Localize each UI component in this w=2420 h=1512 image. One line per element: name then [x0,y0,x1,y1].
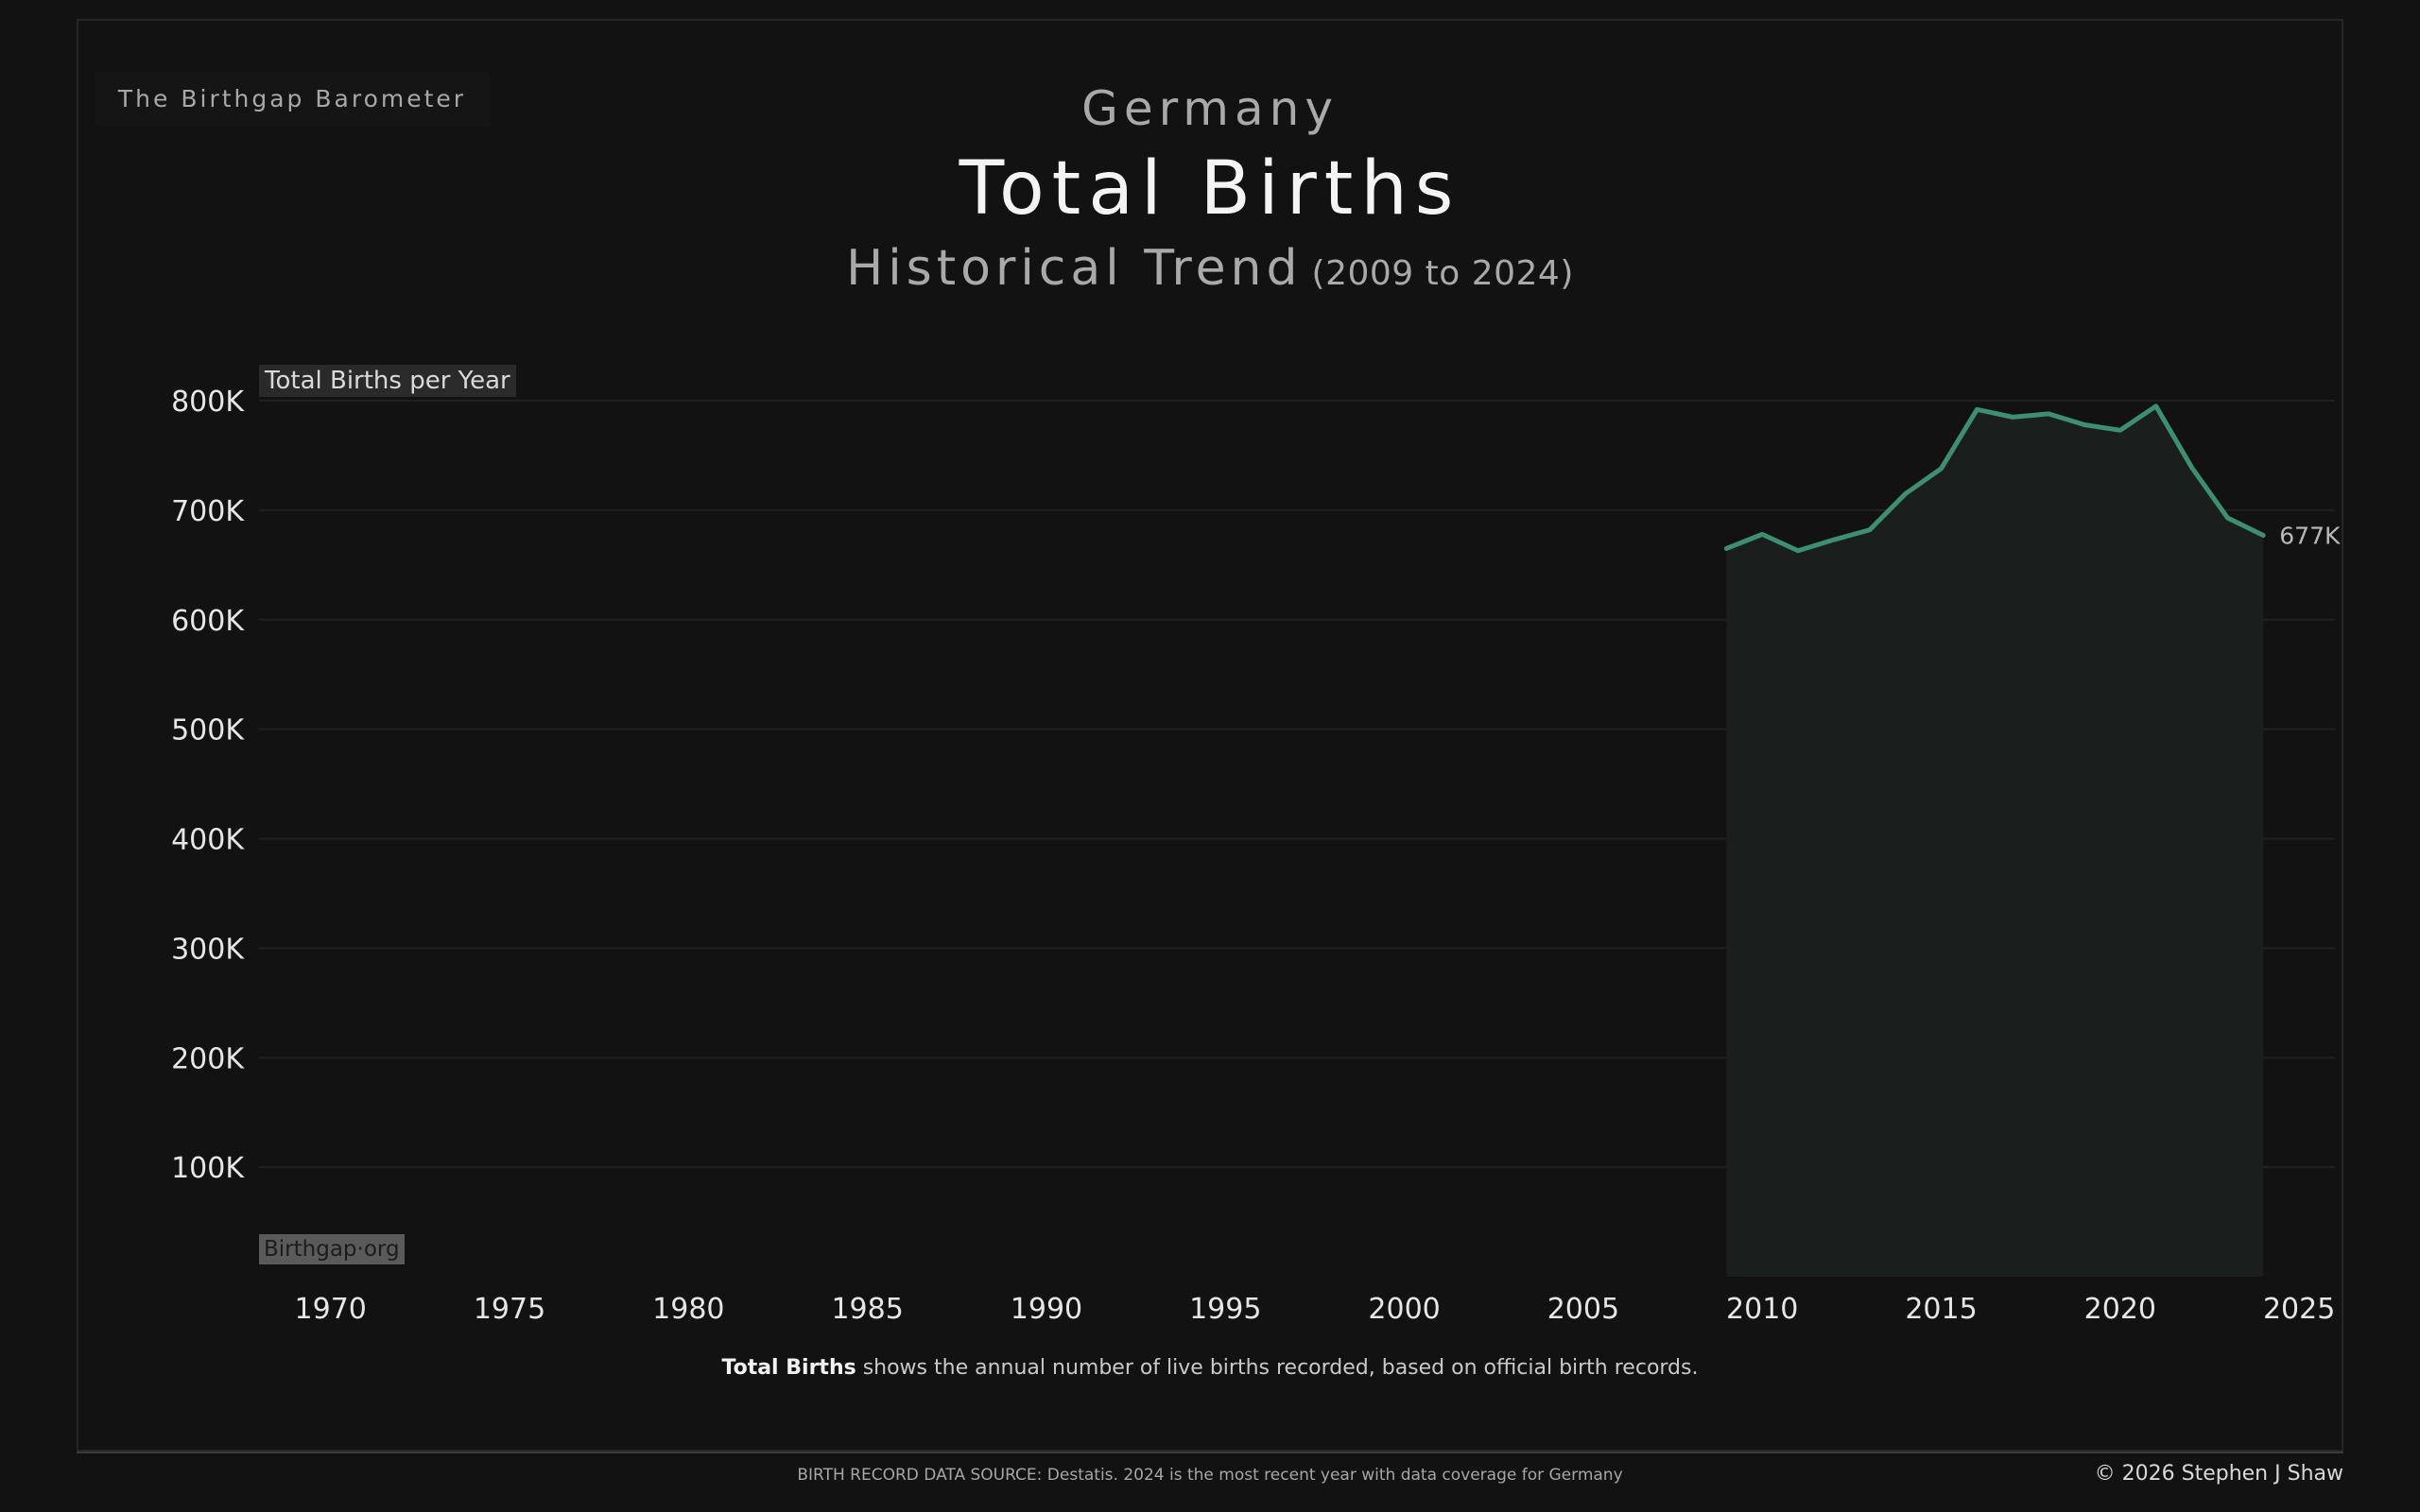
y-tick-label: 400K [171,824,245,857]
subtitle-range: (2009 to 2024) [1311,254,1574,293]
data-point [2011,415,2014,419]
copyright: © 2026 Stephen J Shaw [2094,1462,2343,1486]
page-title: Total Births [959,146,1461,232]
data-point [2083,422,2086,426]
data-point [1796,549,1800,553]
y-axis-label: Total Births per Year [259,365,516,397]
data-source-note: BIRTH RECORD DATA SOURCE: Destatis. 2024… [797,1466,1623,1485]
x-tick-label: 2005 [1547,1293,1619,1326]
x-tick-label: 1990 [1011,1293,1082,1326]
x-tick-label: 2000 [1368,1293,1440,1326]
chart-caption: Total Births shows the annual number of … [0,1356,2420,1380]
data-point [2190,466,2194,470]
x-tick-label: 2015 [1905,1293,1977,1326]
data-point [1904,491,1908,495]
subtitle-text: Historical Trend [846,240,1303,297]
data-point [1832,538,1836,541]
watermark: Birthgap·org [259,1234,405,1264]
x-tick-label: 1980 [652,1293,724,1326]
data-point [2118,428,2122,432]
y-tick-label: 300K [171,933,245,966]
y-tick-label: 800K [171,386,245,419]
data-point [2047,412,2050,416]
y-tick-label: 700K [171,495,245,528]
country-title: Germany [1081,81,1339,136]
dashboard-frame [77,19,2343,1452]
caption-text: shows the annual number of live births r… [856,1356,1699,1380]
x-tick-label: 1995 [1189,1293,1261,1326]
data-point [1724,546,1728,550]
data-point [2154,404,2158,408]
data-point [1868,528,1872,532]
end-value-label: 677K [2279,523,2341,550]
page-subtitle: Historical Trend (2009 to 2024) [0,240,2420,297]
x-tick-label: 1970 [295,1293,367,1326]
y-tick-label: 500K [171,714,245,747]
x-tick-label: 2025 [2263,1293,2335,1326]
x-tick-label: 2020 [2084,1293,2156,1326]
y-tick-label: 600K [171,605,245,638]
y-tick-label: 100K [171,1152,245,1185]
x-tick-label: 1975 [474,1293,545,1326]
data-point [1940,467,1944,471]
brand-badge[interactable]: The Birthgap Barometer [95,72,490,127]
data-point [1975,407,1979,411]
series-area [1726,405,2264,1277]
series-line [1723,404,2266,554]
footer-divider [77,1452,2343,1453]
x-tick-label: 2010 [1726,1293,1798,1326]
x-tick-label: 1985 [831,1293,903,1326]
y-tick-label: 200K [171,1042,245,1075]
data-point [1760,532,1764,536]
data-point [2261,534,2265,538]
caption-bold: Total Births [721,1356,856,1380]
data-point [2225,516,2229,520]
